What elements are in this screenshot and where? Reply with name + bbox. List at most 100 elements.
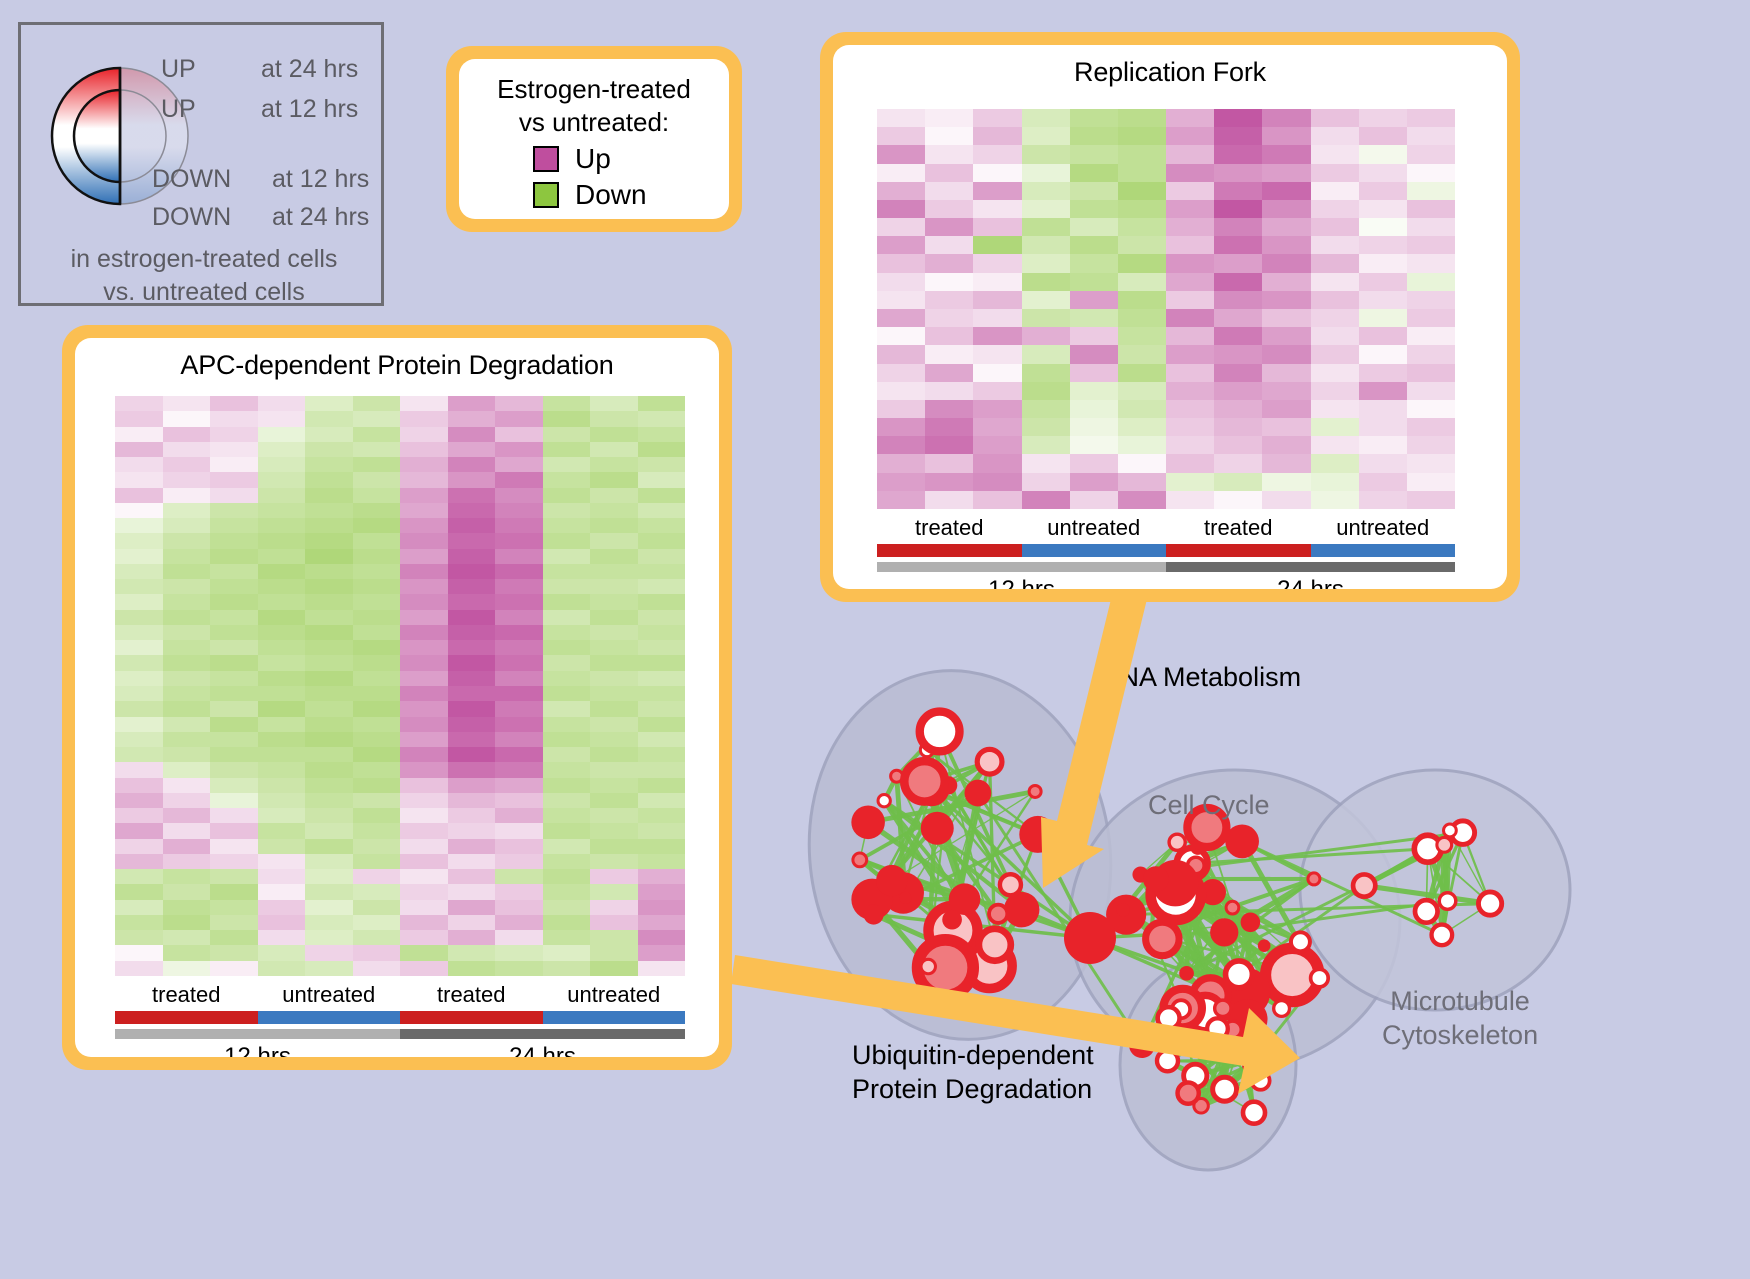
heatmap-cell xyxy=(115,426,163,442)
network-node[interactable] xyxy=(1210,1074,1240,1104)
heatmap-cell xyxy=(925,163,974,182)
heatmap-cell xyxy=(162,533,210,549)
heatmap-cell xyxy=(1358,272,1407,291)
network-node[interactable] xyxy=(1224,899,1241,916)
network-node[interactable] xyxy=(1437,891,1458,912)
network-node[interactable] xyxy=(1142,866,1169,893)
network-node[interactable] xyxy=(1167,832,1187,853)
network-node[interactable] xyxy=(1204,1016,1230,1042)
heatmap-cell xyxy=(1069,472,1118,491)
network-node[interactable] xyxy=(1350,872,1378,900)
heatmap-cell xyxy=(305,808,353,824)
heatmap-cell xyxy=(495,518,543,534)
heatmap-cell xyxy=(447,762,495,778)
network-node[interactable] xyxy=(1476,889,1505,918)
heatmap-cell xyxy=(305,792,353,809)
heatmap-cell xyxy=(257,640,305,656)
network-node[interactable] xyxy=(974,746,1005,777)
heatmap-cell xyxy=(637,426,685,442)
network-node[interactable] xyxy=(1412,897,1440,926)
network-node[interactable] xyxy=(1212,998,1233,1019)
key-time-down-12: at 12 hrs xyxy=(272,165,370,193)
network-node[interactable] xyxy=(851,805,885,840)
heatmap-cell xyxy=(162,518,210,534)
heatmap-cell xyxy=(257,930,305,946)
heatmap-cell xyxy=(162,914,210,931)
heatmap-cell xyxy=(590,808,638,824)
network-node[interactable] xyxy=(1240,912,1261,933)
network-node[interactable] xyxy=(1154,1048,1181,1074)
network-node[interactable] xyxy=(1027,783,1043,799)
network-node[interactable] xyxy=(900,756,950,806)
heatmap-cell xyxy=(115,853,163,870)
heatmap-cell xyxy=(162,426,210,442)
network-node[interactable] xyxy=(1225,824,1259,859)
network-node[interactable] xyxy=(1306,871,1322,887)
network-node[interactable] xyxy=(1192,1097,1210,1115)
network-node[interactable] xyxy=(1199,878,1226,906)
network-node[interactable] xyxy=(1019,815,1057,853)
network-node[interactable] xyxy=(1116,903,1130,917)
network-node[interactable] xyxy=(942,909,962,930)
heatmap-cell xyxy=(590,762,638,778)
heatmap-cell xyxy=(352,396,400,412)
network-node[interactable] xyxy=(1003,891,1040,928)
network-node[interactable] xyxy=(1429,922,1455,948)
network-node[interactable] xyxy=(863,904,884,925)
network-node[interactable] xyxy=(1210,918,1239,947)
network-node[interactable] xyxy=(1435,835,1454,854)
network-node[interactable] xyxy=(1257,939,1271,953)
group-label-treated-24: treated xyxy=(1204,515,1273,540)
network-node[interactable] xyxy=(851,851,869,869)
network-node[interactable] xyxy=(876,864,908,897)
network-node[interactable] xyxy=(1064,912,1116,964)
heatmap-cell xyxy=(210,869,258,885)
heatmap-cell xyxy=(1262,163,1311,182)
network-node[interactable] xyxy=(1442,822,1458,839)
heatmap-cell xyxy=(590,960,638,976)
heatmap-cell xyxy=(1214,199,1263,219)
network-node[interactable] xyxy=(1288,930,1312,954)
heatmap-cell xyxy=(637,563,685,580)
group-label-untreated-24: untreated xyxy=(567,982,661,1007)
network-node[interactable] xyxy=(987,902,1010,925)
heatmap-cell xyxy=(542,869,590,885)
network-node[interactable] xyxy=(1308,967,1331,989)
heatmap-cell xyxy=(210,731,258,748)
network-node[interactable] xyxy=(964,779,992,807)
heatmap-cell xyxy=(1069,363,1118,382)
network-node[interactable] xyxy=(1155,1004,1182,1032)
network-node[interactable] xyxy=(876,793,892,809)
network-node[interactable] xyxy=(1240,1099,1268,1127)
network-node[interactable] xyxy=(1179,966,1194,981)
network-node[interactable] xyxy=(1142,918,1183,960)
network-node[interactable] xyxy=(1249,1069,1272,1092)
panel-title-replication-fork: Replication Fork xyxy=(1074,57,1266,87)
heatmap-cell xyxy=(637,731,685,748)
network-node[interactable] xyxy=(1272,998,1292,1019)
network-node[interactable] xyxy=(948,883,981,915)
heatmap-cell xyxy=(1358,218,1407,237)
network-node[interactable] xyxy=(1175,1080,1202,1107)
heatmap-cell xyxy=(352,792,400,809)
heatmap-cell xyxy=(1358,127,1407,146)
network-node[interactable] xyxy=(915,707,964,756)
heatmap-cell xyxy=(637,594,685,610)
heatmap-cell xyxy=(257,533,305,549)
network-node[interactable] xyxy=(975,925,1015,965)
heatmap-cell xyxy=(973,363,1022,382)
network-node[interactable] xyxy=(920,811,954,845)
network-node[interactable] xyxy=(1232,1034,1250,1052)
heatmap-cell xyxy=(1117,254,1166,273)
heatmap-cell xyxy=(400,609,448,625)
network-node[interactable] xyxy=(1183,803,1231,852)
network-node[interactable] xyxy=(1129,1032,1155,1058)
heatmap-cell xyxy=(1117,490,1166,509)
network-node[interactable] xyxy=(1222,958,1256,991)
network-node[interactable] xyxy=(919,957,937,976)
network-node[interactable] xyxy=(899,891,912,904)
network-node[interactable] xyxy=(997,872,1024,898)
heatmap-cell xyxy=(973,454,1022,473)
heatmap-cell xyxy=(495,609,543,625)
heatmap-cell xyxy=(257,777,305,793)
